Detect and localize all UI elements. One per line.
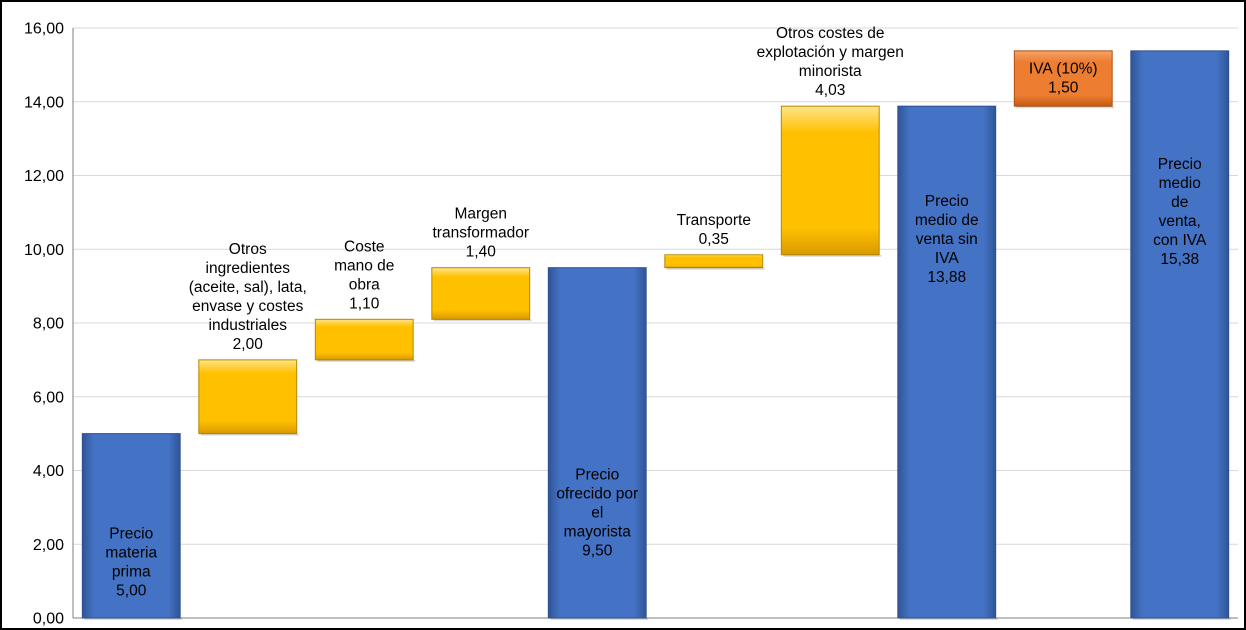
y-tick-label: 12,00	[24, 168, 64, 185]
bar-category-label: prima	[112, 564, 151, 581]
bar-tax	[1013, 50, 1113, 107]
y-tick-label: 6,00	[33, 389, 64, 406]
bar-category-label: transformador	[433, 225, 529, 242]
bar-increment	[198, 359, 298, 435]
bar-increment	[431, 267, 531, 320]
y-tick-label: 16,00	[24, 21, 64, 38]
bar-value-label: 1,40	[466, 244, 497, 261]
bar-category-label: mano de	[334, 257, 394, 274]
bar-category-label: minorista	[799, 63, 862, 80]
bar-category-label: envase y costes	[192, 298, 303, 315]
bar-category-label: materia	[105, 545, 157, 562]
bar-category-label: venta,	[1159, 213, 1201, 230]
bar-category-label: venta sin	[916, 231, 978, 248]
bar-category-label: medio	[1159, 175, 1201, 192]
bar-total	[81, 433, 181, 619]
bar-category-label: obra	[349, 276, 380, 293]
bar-increment	[664, 254, 764, 269]
bar-value-label: 0,35	[699, 231, 729, 248]
bar-shadow	[433, 319, 532, 322]
bar-total	[897, 105, 997, 619]
bar-category-label: Precio	[925, 193, 969, 210]
bar-shadow	[899, 618, 998, 620]
bar-shadow	[84, 618, 183, 620]
y-tick-label: 10,00	[24, 242, 64, 259]
y-axis: 0,00 2,00 4,00 6,00 8,00 10,00 12,00 14,00 16,00	[24, 21, 1238, 628]
bar-category-label: (aceite, sal), lata,	[189, 279, 307, 296]
bar-category-label: medio de	[915, 212, 979, 229]
y-tick-label: 2,00	[33, 537, 64, 554]
bar-value-label: 1,10	[349, 295, 380, 312]
bar-shadow	[1016, 106, 1115, 109]
bar-category-label: explotación y margen	[757, 44, 904, 61]
y-tick-label: 8,00	[33, 316, 64, 333]
bar-value-label: 4,03	[815, 82, 845, 99]
bar-shadow	[1132, 618, 1231, 620]
bar-value-label: 2,00	[233, 336, 264, 353]
bar-category-label: Precio	[109, 526, 153, 543]
bar-shadow	[317, 359, 416, 362]
bar-category-label: Precio	[575, 466, 619, 483]
bar-value-label: 9,50	[582, 542, 613, 559]
bar-shadow	[783, 254, 882, 257]
bars	[81, 50, 1231, 620]
bar-increment	[780, 105, 880, 256]
bar-total	[547, 267, 647, 619]
bar-value-label: 1,50	[1048, 80, 1079, 97]
bar-category-label: mayorista	[564, 523, 632, 540]
y-tick-label: 0,00	[33, 611, 64, 628]
bar-category-label: Otros	[229, 241, 267, 258]
bar-value-label: 15,38	[1160, 251, 1199, 268]
bar-total	[1130, 50, 1230, 619]
bar-category-label: IVA	[935, 250, 959, 267]
bar-category-label: Precio	[1158, 156, 1202, 173]
bar-shadow	[200, 433, 299, 436]
bar-value-label: 5,00	[116, 583, 147, 600]
bar-category-label: IVA (10%)	[1029, 61, 1098, 78]
bar-increment	[314, 318, 414, 361]
bar-value-label: 13,88	[927, 269, 966, 286]
bar-category-label: ofrecido por	[556, 485, 638, 502]
bar-category-label: Otros costes de	[776, 25, 885, 42]
bar-category-label: Coste	[344, 238, 385, 255]
y-tick-label: 4,00	[33, 463, 64, 480]
bar-category-label: ingredientes	[206, 260, 291, 277]
bar-labels: Precio materia prima 5,00 Otros ingredientes (…	[105, 25, 1207, 600]
bar-category-label: el	[591, 504, 603, 521]
bar-category-label: con IVA	[1153, 232, 1207, 249]
y-tick-label: 14,00	[24, 94, 64, 111]
bar-shadow	[666, 267, 765, 270]
bar-category-label: Transporte	[677, 212, 751, 229]
bar-category-label: Margen	[454, 206, 507, 223]
bar-shadow	[550, 618, 649, 620]
bar-category-label: de	[1171, 194, 1188, 211]
bar-category-label: industriales	[209, 317, 288, 334]
